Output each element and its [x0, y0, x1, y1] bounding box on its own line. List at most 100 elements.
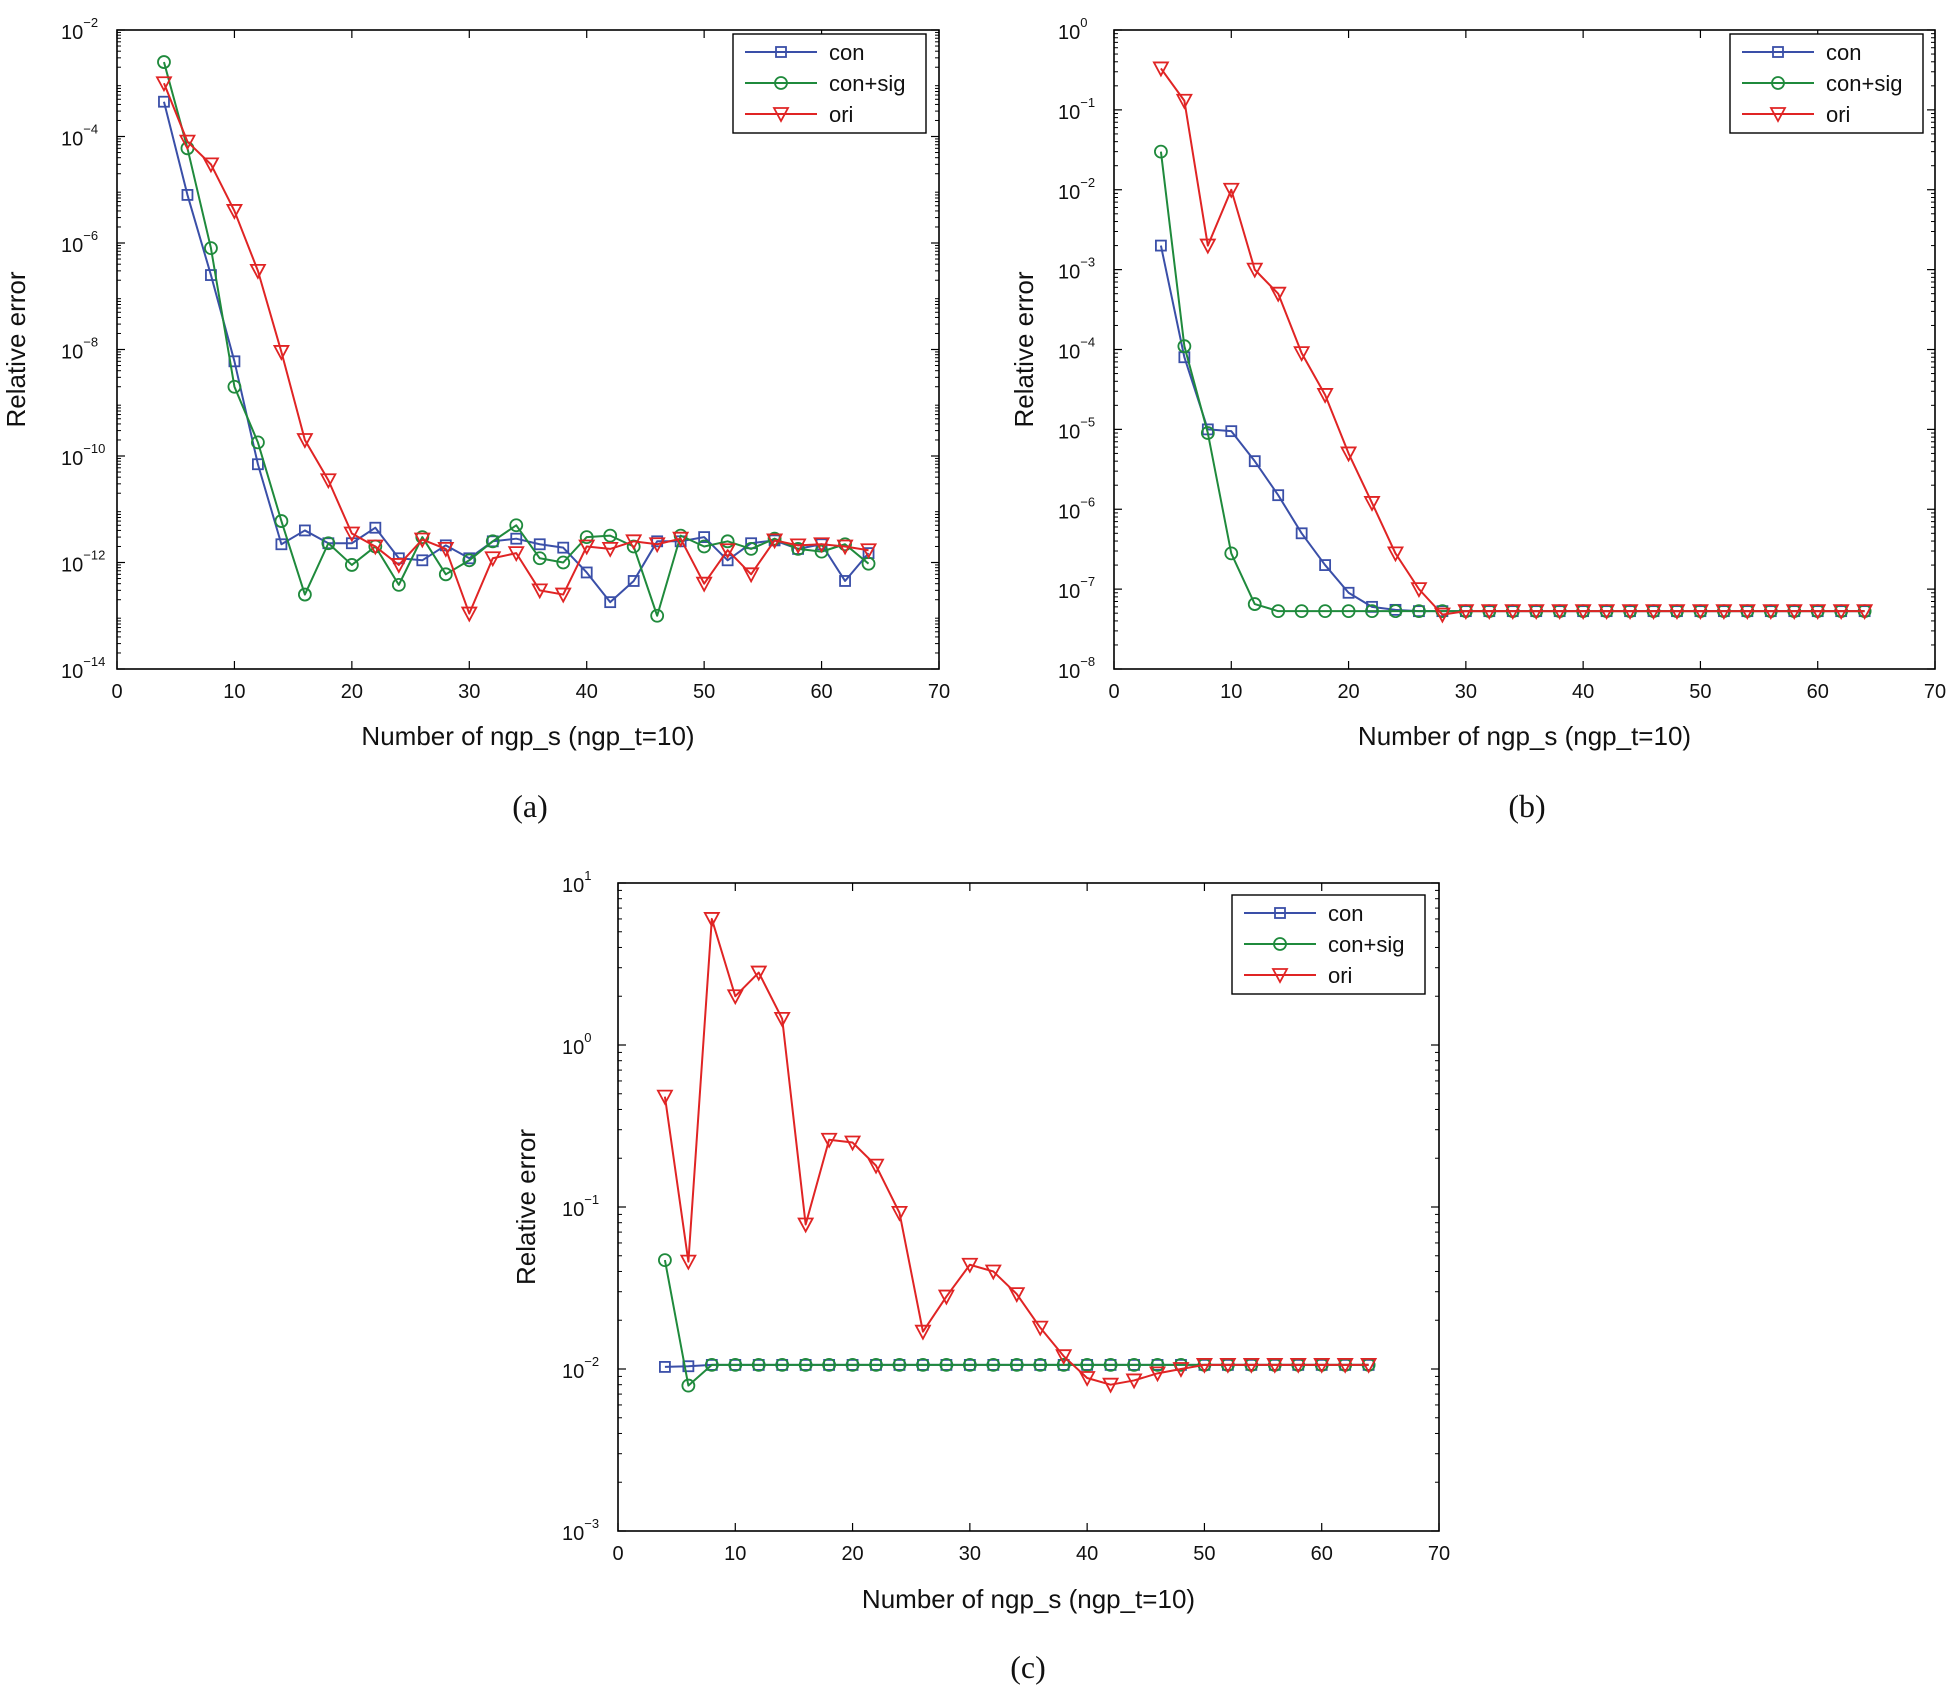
- data-point: [822, 1358, 837, 1372]
- y-tick-label: 10−4: [61, 122, 98, 151]
- series-line: [663, 917, 1369, 1386]
- data-point: [579, 530, 594, 544]
- panel-c: 0 10 20 30 40 50 60 70 10−3 10−2 10−1 100 101 Number …: [511, 868, 1450, 1614]
- data-point: [1551, 604, 1569, 621]
- data-point: [656, 1089, 674, 1106]
- data-point: [659, 1361, 671, 1373]
- panel-b: 0 10 20 30 40 50 60 70 10−8 10−7 10−6 10−5 10−4 10−3 1…: [1009, 15, 1946, 751]
- y-axis-label: Relative error: [1, 271, 31, 427]
- data-point: [789, 538, 807, 555]
- panel-a: 0 10 20 30 40 50 60 70 10−14 10−12 10−10 10−8 10−6 10…: [1, 15, 950, 751]
- y-tick-label: 100: [562, 1030, 591, 1059]
- data-point: [719, 543, 737, 560]
- x-tick-label: 40: [576, 681, 598, 703]
- data-point: [1715, 604, 1733, 621]
- data-point: [1621, 604, 1639, 621]
- x-axis-label: Number of ngp_s (ngp_t=10): [361, 721, 694, 751]
- data-point: [1293, 346, 1311, 363]
- data-point: [1386, 546, 1404, 563]
- data-point: [533, 538, 546, 551]
- data-point: [202, 157, 220, 174]
- data-point: [391, 577, 406, 592]
- data-point: [860, 543, 878, 560]
- legend-marker: [1769, 107, 1787, 123]
- x-tick-label: 10: [724, 1543, 746, 1565]
- data-point: [345, 537, 358, 550]
- x-tick-label: 70: [1924, 681, 1946, 703]
- data-point: [296, 433, 314, 449]
- data-point: [704, 1358, 719, 1372]
- y-tick-label: 10−14: [61, 654, 105, 683]
- y-tick-label: 100: [1058, 15, 1087, 44]
- data-point: [720, 534, 735, 549]
- data-point: [697, 539, 712, 554]
- caption-a: (a): [512, 788, 548, 824]
- data-point: [1738, 604, 1756, 621]
- data-point: [1009, 1358, 1024, 1372]
- legend-label: con: [1328, 901, 1363, 926]
- data-point: [798, 1358, 813, 1372]
- caption-b: (b): [1508, 788, 1545, 824]
- data-point: [1316, 388, 1334, 404]
- data-point: [532, 551, 547, 566]
- data-point: [485, 534, 500, 549]
- data-point: [1222, 182, 1240, 199]
- legend-marker: [772, 107, 790, 123]
- data-point: [1154, 144, 1168, 159]
- data-point: [319, 473, 337, 490]
- data-point: [155, 76, 173, 93]
- legend-marker: [1772, 46, 1784, 58]
- y-axis-label: Relative error: [511, 1129, 541, 1285]
- data-point: [1242, 1358, 1260, 1374]
- plot-frame: [116, 29, 940, 670]
- data-point: [603, 528, 618, 543]
- data-point: [1365, 604, 1379, 619]
- y-tick-label: 10−5: [1058, 414, 1095, 443]
- data-point: [1762, 604, 1780, 621]
- data-point: [1155, 239, 1167, 252]
- data-point: [838, 537, 852, 552]
- data-point: [986, 1358, 1001, 1372]
- legend-label: con+sig: [1328, 932, 1404, 957]
- data-point: [773, 1011, 791, 1028]
- data-point: [845, 1358, 860, 1372]
- y-tick-label: 10−2: [61, 15, 98, 44]
- x-tick-label: 0: [1108, 681, 1119, 703]
- x-tick-label: 30: [959, 1543, 981, 1565]
- data-point: [1832, 604, 1850, 621]
- y-tick-label: 10−3: [1058, 255, 1095, 284]
- data-point: [844, 1135, 862, 1152]
- data-point: [775, 1358, 790, 1372]
- x-tick-label: 10: [1220, 681, 1242, 703]
- data-point: [1336, 1358, 1354, 1374]
- data-point: [813, 537, 831, 554]
- data-point: [1319, 559, 1332, 571]
- data-point: [1175, 93, 1193, 110]
- x-tick-label: 20: [1337, 681, 1359, 703]
- x-tick-label: 50: [1689, 681, 1711, 703]
- data-point: [274, 514, 289, 528]
- legend-marker: [1771, 76, 1785, 90]
- data-point: [627, 575, 640, 587]
- data-point: [1388, 604, 1403, 619]
- data-point: [252, 458, 264, 471]
- data-point: [1172, 1362, 1190, 1378]
- data-point: [890, 1205, 908, 1222]
- data-point: [1225, 425, 1238, 438]
- x-tick-label: 60: [810, 681, 832, 703]
- data-point: [1200, 426, 1215, 440]
- data-point: [390, 558, 408, 574]
- data-point: [557, 541, 570, 554]
- data-point: [1272, 489, 1285, 502]
- data-point: [344, 558, 359, 572]
- data-point: [604, 596, 617, 609]
- data-point: [225, 204, 243, 220]
- x-axis-label: Number of ngp_s (ngp_t=10): [862, 1584, 1195, 1614]
- legend-marker: [1273, 937, 1287, 951]
- data-point: [272, 345, 290, 361]
- data-point: [869, 1358, 883, 1372]
- data-point: [1177, 339, 1192, 354]
- data-point: [679, 1254, 697, 1271]
- data-point: [413, 532, 431, 549]
- data-point: [298, 524, 311, 537]
